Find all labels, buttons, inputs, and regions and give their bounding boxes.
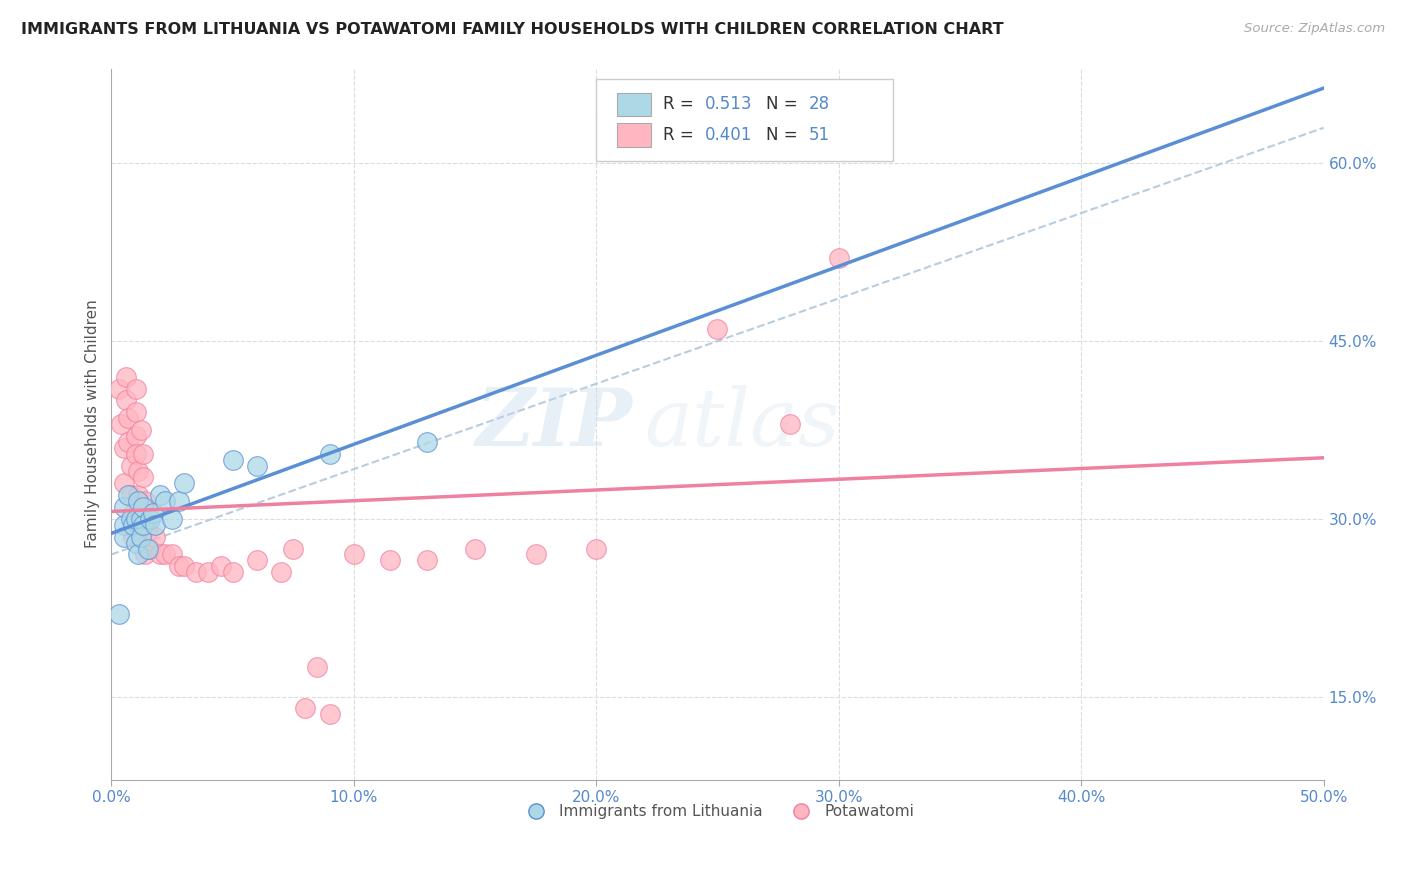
Point — [129, 512, 152, 526]
Point — [828, 251, 851, 265]
Text: IMMIGRANTS FROM LITHUANIA VS POTAWATOMI FAMILY HOUSEHOLDS WITH CHILDREN CORRELAT: IMMIGRANTS FROM LITHUANIA VS POTAWATOMI … — [21, 22, 1004, 37]
Point — [132, 500, 155, 514]
Point — [160, 548, 183, 562]
Text: 51: 51 — [808, 126, 830, 144]
Point — [115, 369, 138, 384]
Point — [117, 434, 139, 449]
Point — [173, 476, 195, 491]
Point — [294, 701, 316, 715]
Point — [139, 512, 162, 526]
Point — [197, 565, 219, 579]
Point — [706, 322, 728, 336]
Point — [107, 607, 129, 621]
Text: R =: R = — [664, 95, 699, 113]
Point — [139, 541, 162, 556]
Point — [318, 707, 340, 722]
Point — [318, 447, 340, 461]
Point — [115, 393, 138, 408]
Point — [221, 565, 243, 579]
FancyBboxPatch shape — [596, 79, 893, 161]
Point — [110, 417, 132, 431]
Point — [149, 488, 172, 502]
Text: 0.401: 0.401 — [706, 126, 752, 144]
Point — [112, 476, 135, 491]
Point — [124, 405, 146, 419]
Point — [120, 458, 142, 473]
Text: ZIP: ZIP — [475, 385, 633, 463]
Point — [143, 530, 166, 544]
Point — [124, 512, 146, 526]
Point — [124, 447, 146, 461]
Point — [124, 429, 146, 443]
Bar — [617, 93, 651, 116]
Point — [169, 559, 191, 574]
Point — [122, 517, 145, 532]
Text: R =: R = — [664, 126, 699, 144]
Point — [112, 500, 135, 514]
Point — [117, 488, 139, 502]
Text: N =: N = — [766, 126, 803, 144]
Text: N =: N = — [766, 95, 803, 113]
Point — [186, 565, 208, 579]
Point — [380, 553, 402, 567]
Point — [415, 553, 437, 567]
Point — [143, 517, 166, 532]
Point — [343, 548, 366, 562]
Y-axis label: Family Households with Children: Family Households with Children — [86, 300, 100, 549]
Point — [585, 541, 607, 556]
Point — [142, 506, 165, 520]
Point — [124, 535, 146, 549]
Point — [307, 660, 329, 674]
Point — [134, 548, 156, 562]
Point — [524, 548, 547, 562]
Point — [246, 458, 269, 473]
Point — [129, 530, 152, 544]
Point — [132, 447, 155, 461]
Point — [120, 488, 142, 502]
Point — [127, 488, 149, 502]
Point — [153, 548, 176, 562]
Point — [149, 548, 172, 562]
Point — [124, 382, 146, 396]
Text: atlas: atlas — [645, 385, 841, 463]
Point — [107, 382, 129, 396]
Point — [209, 559, 232, 574]
Point — [132, 470, 155, 484]
Point — [415, 434, 437, 449]
Point — [122, 530, 145, 544]
Point — [160, 512, 183, 526]
Bar — [617, 123, 651, 147]
Point — [120, 512, 142, 526]
Point — [129, 423, 152, 437]
Point — [127, 465, 149, 479]
Point — [112, 517, 135, 532]
Point — [134, 494, 156, 508]
Point — [132, 517, 155, 532]
Point — [173, 559, 195, 574]
Point — [122, 506, 145, 520]
Point — [153, 494, 176, 508]
Point — [169, 494, 191, 508]
Point — [246, 553, 269, 567]
Legend: Immigrants from Lithuania, Potawatomi: Immigrants from Lithuania, Potawatomi — [515, 798, 920, 825]
Point — [221, 452, 243, 467]
Text: Source: ZipAtlas.com: Source: ZipAtlas.com — [1244, 22, 1385, 36]
Text: 0.513: 0.513 — [706, 95, 752, 113]
Point — [129, 517, 152, 532]
Point — [136, 541, 159, 556]
Point — [270, 565, 292, 579]
Point — [464, 541, 486, 556]
Point — [127, 494, 149, 508]
Point — [127, 548, 149, 562]
Point — [779, 417, 801, 431]
Point — [112, 441, 135, 455]
Point — [136, 524, 159, 538]
Point — [283, 541, 305, 556]
Text: 28: 28 — [808, 95, 830, 113]
Point — [117, 411, 139, 425]
Point — [112, 530, 135, 544]
